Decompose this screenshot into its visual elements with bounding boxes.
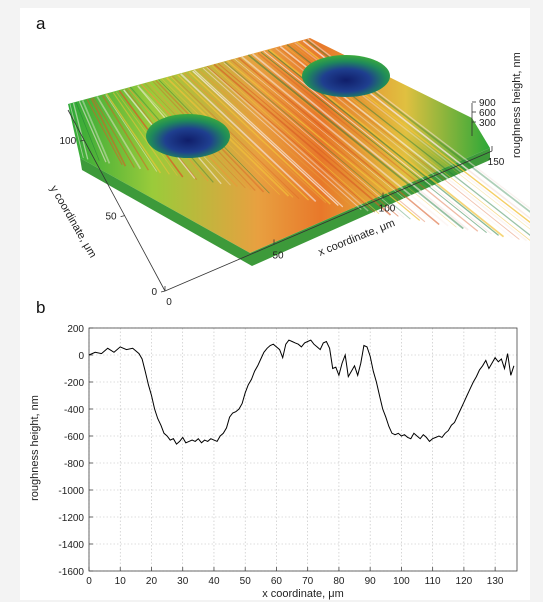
y-tick-label: -600	[64, 432, 84, 443]
surface-streak	[238, 57, 440, 226]
y-tick-label: 0	[78, 351, 84, 362]
surface-streak	[223, 62, 405, 219]
profile-plot-frame	[88, 327, 518, 572]
surface-streak	[96, 96, 142, 170]
y-tick-label: -800	[64, 459, 84, 470]
y-axis-tick	[80, 139, 85, 142]
y-axis-tick-label: 0	[151, 287, 157, 298]
x-tick-label: 70	[302, 576, 314, 587]
x-tick-label: 100	[393, 576, 410, 587]
surface-streak	[206, 66, 375, 213]
surface-streak	[211, 65, 380, 214]
surface-streak	[180, 73, 317, 203]
surface-streak	[226, 60, 421, 221]
x-axis-tick-label: 0	[166, 297, 172, 308]
y-tick-label: 200	[67, 324, 84, 335]
surface-streak	[263, 50, 492, 235]
z-axis-tick-label: 600	[479, 108, 496, 119]
figure-card: a 0	[20, 8, 530, 600]
x-tick-label: 40	[208, 576, 220, 587]
surface-front-edge	[80, 148, 490, 266]
surface-streak	[234, 58, 435, 224]
y-axis-tick	[160, 290, 166, 293]
y-tick-label: -1000	[58, 486, 84, 497]
x-tick-label: 90	[365, 576, 377, 587]
surface-streak	[75, 101, 100, 161]
y-axis-tick-label: 50	[105, 212, 117, 223]
x-tick-label: 0	[86, 576, 92, 587]
x-tick-label: 50	[240, 576, 252, 587]
surface-streak	[72, 102, 89, 160]
profile-chart: 0 10 20 30 40 50 60 70 80 90 100 110 120 130 200 0 -200 -…	[29, 324, 518, 600]
x-axis-tick-label: 150	[488, 157, 505, 168]
surface-streak	[69, 103, 84, 159]
y-tick-label: -200	[64, 378, 84, 389]
x-tick-label: 20	[146, 576, 158, 587]
surface-streak	[213, 63, 392, 216]
x-axis-tick-label: 50	[272, 250, 284, 261]
surface-streak	[171, 75, 300, 200]
surface-streak	[177, 74, 309, 201]
panel-b-letter: b	[36, 298, 46, 317]
profile-line	[88, 339, 515, 445]
surface-streak	[78, 100, 107, 163]
panel-a-letter: a	[36, 14, 46, 33]
y-axis-label: y coordinate, μm	[47, 184, 98, 261]
surface-body	[68, 38, 490, 253]
surface-streak	[81, 99, 111, 164]
x-tick-label: 120	[456, 576, 473, 587]
surface-streak	[217, 63, 399, 217]
profile-y-axis-label: roughness height, nm	[29, 395, 41, 501]
surface-streak	[252, 53, 469, 231]
x-tick-label: 30	[177, 576, 189, 587]
z-axis-label: roughness height, nm	[511, 52, 523, 158]
surface-streak	[92, 97, 135, 168]
x-axis-tick-label: 100	[379, 204, 396, 215]
surface-streak	[105, 93, 162, 174]
surface-streak	[193, 69, 344, 208]
profile-x-axis-label: x coordinate, μm	[262, 588, 344, 600]
surface-streak	[202, 67, 362, 210]
surface-streak	[247, 54, 464, 230]
y-axis-tick	[120, 215, 125, 217]
surface-streak	[192, 70, 339, 206]
surface-streak	[197, 68, 355, 209]
surface-streak	[247, 55, 457, 228]
x-tick-label: 80	[333, 576, 345, 587]
surface-streak	[183, 72, 327, 204]
surface-pit-right	[302, 55, 390, 97]
z-axis-tick-label: 300	[479, 118, 496, 129]
surface-streak	[170, 76, 294, 198]
y-tick-label: -1400	[58, 540, 84, 551]
surface-streak	[188, 71, 331, 205]
surface-streak	[230, 59, 426, 223]
x-axis-line	[164, 150, 493, 292]
x-tick-label: 110	[425, 576, 441, 587]
surface-streak	[86, 99, 123, 166]
surface-streak	[105, 94, 158, 172]
surface-streak	[112, 92, 170, 175]
x-tick-label: 10	[115, 576, 127, 587]
surface-pit-left	[146, 114, 230, 158]
z-axis-tick-label: 900	[479, 98, 496, 109]
surface-streak	[224, 61, 411, 220]
x-tick-label: 130	[487, 576, 504, 587]
surface-streak	[260, 51, 487, 234]
x-tick-label: 60	[271, 576, 283, 587]
surface-streak	[90, 97, 127, 167]
surface-streak	[206, 66, 369, 212]
y-tick-label: -400	[64, 405, 84, 416]
profile-grid	[88, 327, 517, 572]
surface-streak	[102, 95, 149, 171]
surface-streak	[257, 52, 479, 232]
y-axis-tick-label: 100	[59, 136, 76, 147]
y-tick-label: -1200	[58, 513, 84, 524]
y-tick-label: -1600	[58, 567, 84, 578]
surface-streak	[241, 56, 449, 227]
